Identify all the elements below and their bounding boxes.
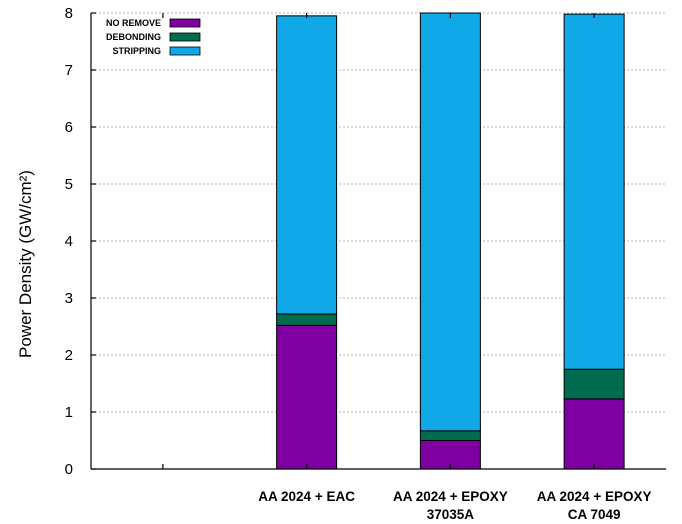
y-tick-labels: 0 1 2 3 4 5 6 7 8 — [65, 5, 73, 478]
y-axis-label: Power Density (GW/cm²) — [16, 170, 35, 358]
bar-segment — [563, 398, 625, 470]
bars — [276, 12, 625, 470]
axes — [90, 12, 666, 470]
y-tick-label: 7 — [65, 62, 73, 79]
legend-label: STRIPPING — [112, 46, 161, 56]
legend-swatch — [169, 18, 201, 28]
y-tick-label: 8 — [65, 5, 73, 22]
x-category-label: 37035A — [427, 507, 475, 522]
x-category-labels: AA 2024 + EAC AA 2024 + EPOXY 37035A AA 202… — [258, 489, 651, 522]
bar-segment — [419, 430, 481, 441]
legend-swatch — [169, 32, 201, 42]
legend-swatch — [169, 46, 201, 56]
bar-segment — [276, 313, 338, 326]
bar-segment — [563, 368, 625, 400]
legend-label: NO REMOVE — [106, 18, 161, 28]
legend-label: DEBONDING — [106, 32, 161, 42]
x-category-label: AA 2024 + EPOXY — [393, 489, 508, 504]
bar-segment — [276, 15, 338, 315]
y-tick-label: 3 — [65, 290, 73, 307]
y-tick-label: 4 — [65, 233, 73, 250]
x-category-label: AA 2024 + EPOXY — [537, 489, 652, 504]
y-tick-label: 6 — [65, 119, 73, 136]
bar-segment — [419, 12, 481, 432]
y-tick-label: 5 — [65, 176, 73, 193]
y-tick-label: 0 — [65, 461, 73, 478]
x-category-label: AA 2024 + EAC — [258, 489, 355, 504]
bar-segment — [276, 324, 338, 470]
bar-segment — [563, 13, 625, 370]
x-category-label: CA 7049 — [568, 507, 621, 522]
y-tick-label: 2 — [65, 347, 73, 364]
legend: NO REMOVE DEBONDING STRIPPING — [106, 18, 201, 56]
y-tick-label: 1 — [65, 404, 73, 421]
